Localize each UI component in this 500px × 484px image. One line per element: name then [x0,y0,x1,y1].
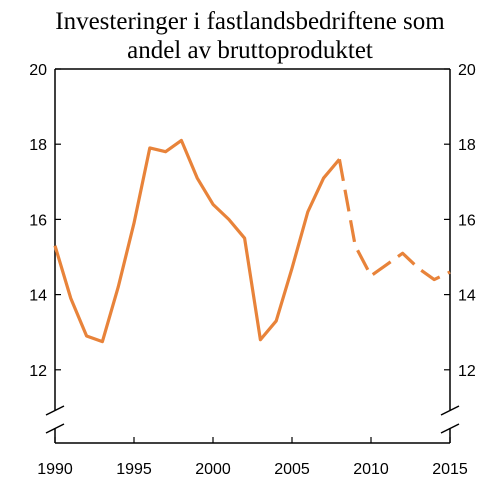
series-layer [53,138,451,344]
y-tick-label-right: 20 [458,62,476,79]
y-tick-label-left: 14 [29,288,47,305]
y-axis-right-labels: 12 14 16 18 20 [458,62,476,380]
x-tick-label: 2015 [432,461,468,478]
y-tick-label-right: 16 [458,212,476,229]
left-axis-break-mark-upper [45,405,65,416]
right-axis-break-mark-upper [440,405,460,416]
x-tick-label: 2005 [274,461,310,478]
y-tick-label-left: 12 [29,363,47,380]
x-tick-label: 2010 [353,461,389,478]
y-tick-label-left: 18 [29,137,47,154]
axis-ticks [54,68,451,443]
plot-frame [45,68,460,444]
y-tick-label-right: 14 [458,288,476,305]
left-axis-break-mark-lower [45,423,65,434]
chart-title-line-2: andel av bruttoproduktet [127,37,373,64]
series-line-dashed [337,158,451,282]
y-tick-label-left: 16 [29,212,47,229]
y-tick-label-right: 12 [458,363,476,380]
series-line-solid [53,138,341,344]
y-tick-label-right: 18 [458,137,476,154]
x-axis-labels: 1990 1995 2000 2005 2010 2015 [37,461,468,478]
x-tick-label: 2000 [195,461,231,478]
chart-title-line-1: Investeringer i fastlandsbedriftene som [55,8,445,35]
y-tick-label-left: 20 [29,62,47,79]
x-tick-label: 1995 [116,461,152,478]
right-axis-break-mark-lower [440,423,460,434]
y-axis-left-labels: 12 14 16 18 20 [29,62,47,380]
x-tick-label: 1990 [37,461,73,478]
